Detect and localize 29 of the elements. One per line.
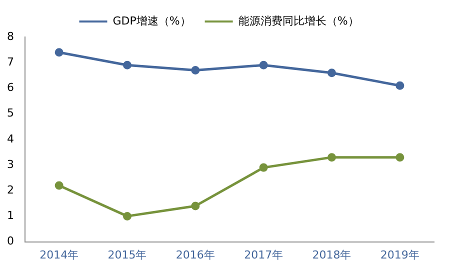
x-tick-label: 2014年 bbox=[40, 248, 79, 262]
point bbox=[123, 60, 132, 70]
point bbox=[396, 153, 404, 162]
x-tick-label: 2015年 bbox=[108, 248, 147, 262]
y-tick-label: 2 bbox=[7, 183, 14, 196]
y-tick-label: 7 bbox=[7, 55, 14, 68]
y-tick-label: 3 bbox=[7, 158, 14, 171]
x-tick-label: 2017年 bbox=[244, 248, 284, 262]
x-tick-label: 2016年 bbox=[176, 248, 215, 262]
point bbox=[54, 48, 64, 57]
y-tick-label: 1 bbox=[7, 209, 14, 222]
point bbox=[123, 212, 132, 220]
y-tick-label: 6 bbox=[7, 81, 14, 94]
y-tick-label: 8 bbox=[7, 30, 14, 43]
point bbox=[191, 66, 200, 75]
point bbox=[54, 181, 64, 190]
x-tick-label: 2018年 bbox=[312, 248, 352, 262]
point bbox=[328, 68, 336, 78]
x-tick-label: 2019年 bbox=[380, 248, 420, 262]
y-tick-label: 4 bbox=[7, 132, 14, 146]
legend-label: 能源消费同比增长（%） bbox=[238, 14, 359, 28]
point bbox=[191, 202, 200, 210]
point bbox=[259, 163, 268, 172]
legend-label: GDP增速（%） bbox=[112, 14, 191, 28]
y-tick-label: 5 bbox=[7, 106, 14, 120]
point bbox=[328, 153, 336, 162]
point bbox=[259, 60, 268, 70]
point bbox=[396, 81, 404, 90]
y-tick-label: 0 bbox=[7, 234, 14, 248]
